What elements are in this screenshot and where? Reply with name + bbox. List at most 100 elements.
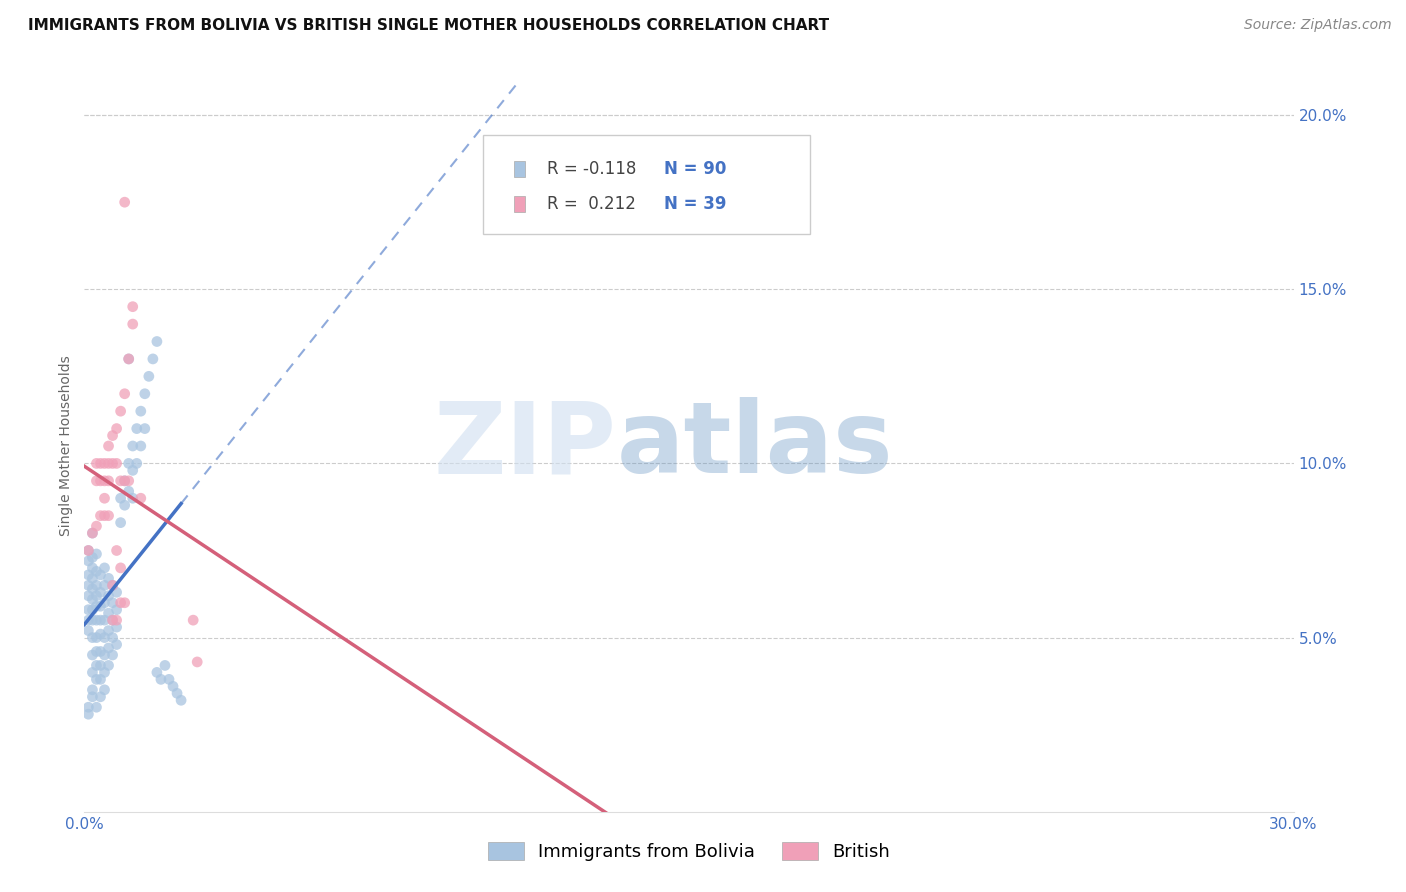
Point	[86, 547, 108, 561]
Point	[101, 428, 124, 442]
Point	[101, 613, 124, 627]
Point	[86, 613, 108, 627]
Point	[114, 195, 136, 210]
Point	[86, 457, 108, 471]
Point	[82, 582, 104, 596]
FancyBboxPatch shape	[484, 135, 810, 234]
Point	[77, 603, 100, 617]
Point	[82, 613, 104, 627]
Point	[186, 655, 208, 669]
Point	[82, 631, 104, 645]
Point	[121, 317, 143, 331]
Legend: Immigrants from Bolivia, British: Immigrants from Bolivia, British	[481, 835, 897, 869]
Point	[93, 578, 115, 592]
Point	[97, 606, 120, 620]
Text: N = 90: N = 90	[665, 160, 727, 178]
Point	[121, 463, 143, 477]
Point	[129, 491, 152, 506]
Point	[121, 300, 143, 314]
Point	[105, 613, 128, 627]
Point	[77, 707, 100, 722]
Point	[82, 603, 104, 617]
Point	[86, 519, 108, 533]
Point	[93, 665, 115, 680]
Point	[82, 648, 104, 662]
Point	[86, 589, 108, 603]
Text: R = -0.118: R = -0.118	[547, 160, 637, 178]
Point	[77, 624, 100, 638]
Point	[86, 578, 108, 592]
Point	[105, 585, 128, 599]
Point	[86, 700, 108, 714]
Point	[97, 439, 120, 453]
Point	[129, 404, 152, 418]
Point	[166, 686, 188, 700]
Point	[93, 474, 115, 488]
Point	[110, 561, 132, 575]
Point	[93, 491, 115, 506]
Point	[86, 474, 108, 488]
Point	[77, 543, 100, 558]
Point	[97, 457, 120, 471]
Point	[77, 554, 100, 568]
Point	[121, 491, 143, 506]
Text: R =  0.212: R = 0.212	[547, 194, 636, 213]
Text: Source: ZipAtlas.com: Source: ZipAtlas.com	[1244, 18, 1392, 32]
Point	[125, 457, 148, 471]
Point	[125, 421, 148, 435]
Point	[146, 334, 169, 349]
FancyBboxPatch shape	[513, 161, 526, 177]
Point	[89, 508, 111, 523]
Point	[93, 508, 115, 523]
Point	[105, 638, 128, 652]
Point	[118, 457, 141, 471]
Point	[82, 690, 104, 704]
Point	[89, 474, 111, 488]
Point	[89, 585, 111, 599]
Point	[89, 673, 111, 687]
Point	[89, 613, 111, 627]
Point	[101, 596, 124, 610]
FancyBboxPatch shape	[513, 196, 526, 212]
Point	[93, 561, 115, 575]
Point	[134, 421, 156, 435]
Point	[110, 596, 132, 610]
Point	[138, 369, 160, 384]
Point	[118, 351, 141, 366]
Point	[89, 690, 111, 704]
Point	[153, 658, 176, 673]
Text: ZIP: ZIP	[433, 398, 616, 494]
Point	[101, 578, 124, 592]
Point	[114, 596, 136, 610]
Point	[101, 648, 124, 662]
Point	[86, 565, 108, 579]
Point	[149, 673, 172, 687]
Point	[105, 620, 128, 634]
Point	[105, 543, 128, 558]
Point	[118, 351, 141, 366]
Point	[134, 386, 156, 401]
Point	[93, 631, 115, 645]
Point	[89, 599, 111, 614]
Point	[97, 624, 120, 638]
Point	[86, 631, 108, 645]
Point	[101, 613, 124, 627]
Point	[114, 474, 136, 488]
Point	[118, 484, 141, 499]
Text: IMMIGRANTS FROM BOLIVIA VS BRITISH SINGLE MOTHER HOUSEHOLDS CORRELATION CHART: IMMIGRANTS FROM BOLIVIA VS BRITISH SINGL…	[28, 18, 830, 33]
Point	[114, 474, 136, 488]
Text: N = 39: N = 39	[665, 194, 727, 213]
Point	[97, 658, 120, 673]
Point	[82, 550, 104, 565]
Point	[93, 596, 115, 610]
Point	[105, 603, 128, 617]
Point	[114, 386, 136, 401]
Point	[82, 592, 104, 607]
Point	[89, 627, 111, 641]
Point	[110, 516, 132, 530]
Point	[157, 673, 180, 687]
Point	[93, 613, 115, 627]
Point	[93, 648, 115, 662]
Point	[97, 508, 120, 523]
Point	[82, 526, 104, 541]
